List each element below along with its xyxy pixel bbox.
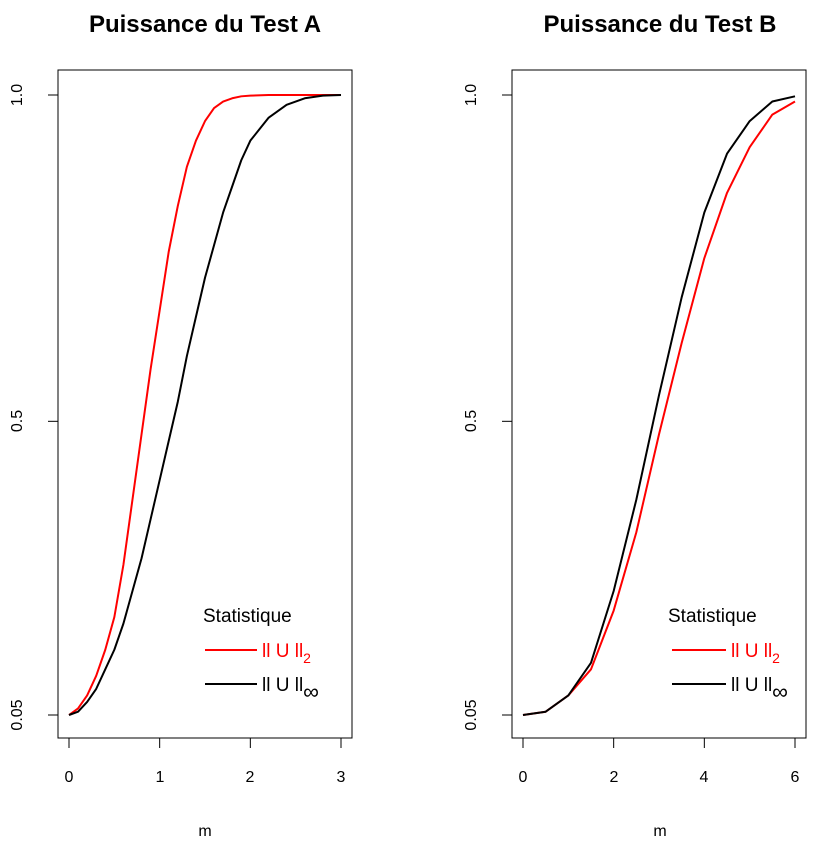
chart-b-legend: Statistique ll U ll2 ll U ll∞ — [668, 606, 788, 704]
chart-panel-b: Puissance du Test B 0 2 4 6 m 0.05 0.5 1… — [463, 11, 807, 840]
chart-b-series-line-1 — [522, 95, 796, 716]
chart-a-x-tick-label-0: 0 — [65, 769, 74, 786]
chart-b-x-ticks — [522, 738, 796, 748]
chart-a-series-line-1 — [68, 94, 342, 716]
chart-a-x-tick-label-3: 3 — [337, 769, 346, 786]
chart-a-series-group — [68, 94, 342, 716]
chart-b-y-tick-label-1: 0.5 — [463, 410, 480, 432]
chart-b-plot-frame — [511, 69, 807, 739]
chart-a-plot-frame — [57, 69, 353, 739]
chart-b-x-tick-label-1: 2 — [610, 769, 619, 786]
chart-b-x-tick-label-2: 4 — [700, 769, 709, 786]
chart-a-y-tick-label-0: 0.05 — [9, 699, 26, 730]
chart-a-x-tick-label-2: 2 — [246, 769, 255, 786]
chart-a-series-line-0 — [68, 94, 341, 716]
chart-a-x-axis-label: m — [198, 823, 211, 840]
chart-a-legend: Statistique ll U ll2 ll U ll∞ — [203, 606, 319, 704]
chart-a-x-ticks — [68, 738, 342, 748]
chart-b-legend-entry-1: ll U ll∞ — [731, 675, 788, 704]
chart-b-legend-title: Statistique — [668, 606, 757, 627]
chart-panel-a: Puissance du Test A 0 1 2 3 m 0.05 0.5 1… — [9, 11, 353, 840]
chart-a-legend-entry-0: ll U ll2 — [262, 641, 311, 666]
chart-b-x-tick-label-0: 0 — [519, 769, 528, 786]
chart-a-y-tick-label-2: 1.0 — [9, 84, 26, 106]
chart-b-title: Puissance du Test B — [544, 11, 777, 38]
chart-a-title: Puissance du Test A — [89, 11, 321, 38]
chart-b-series-group — [522, 95, 796, 716]
chart-b-y-tick-label-0: 0.05 — [463, 699, 480, 730]
chart-a-legend-title: Statistique — [203, 606, 292, 627]
chart-a-y-tick-label-1: 0.5 — [9, 410, 26, 432]
chart-b-x-tick-label-3: 6 — [791, 769, 800, 786]
chart-b-x-axis-label: m — [653, 823, 666, 840]
chart-b-legend-entry-0: ll U ll2 — [731, 641, 780, 666]
chart-a-x-tick-label-1: 1 — [156, 769, 165, 786]
chart-a-y-ticks — [48, 94, 58, 716]
chart-b-y-tick-label-2: 1.0 — [463, 84, 480, 106]
chart-b-y-ticks — [502, 94, 512, 716]
chart-a-legend-entry-1: ll U ll∞ — [262, 675, 319, 704]
